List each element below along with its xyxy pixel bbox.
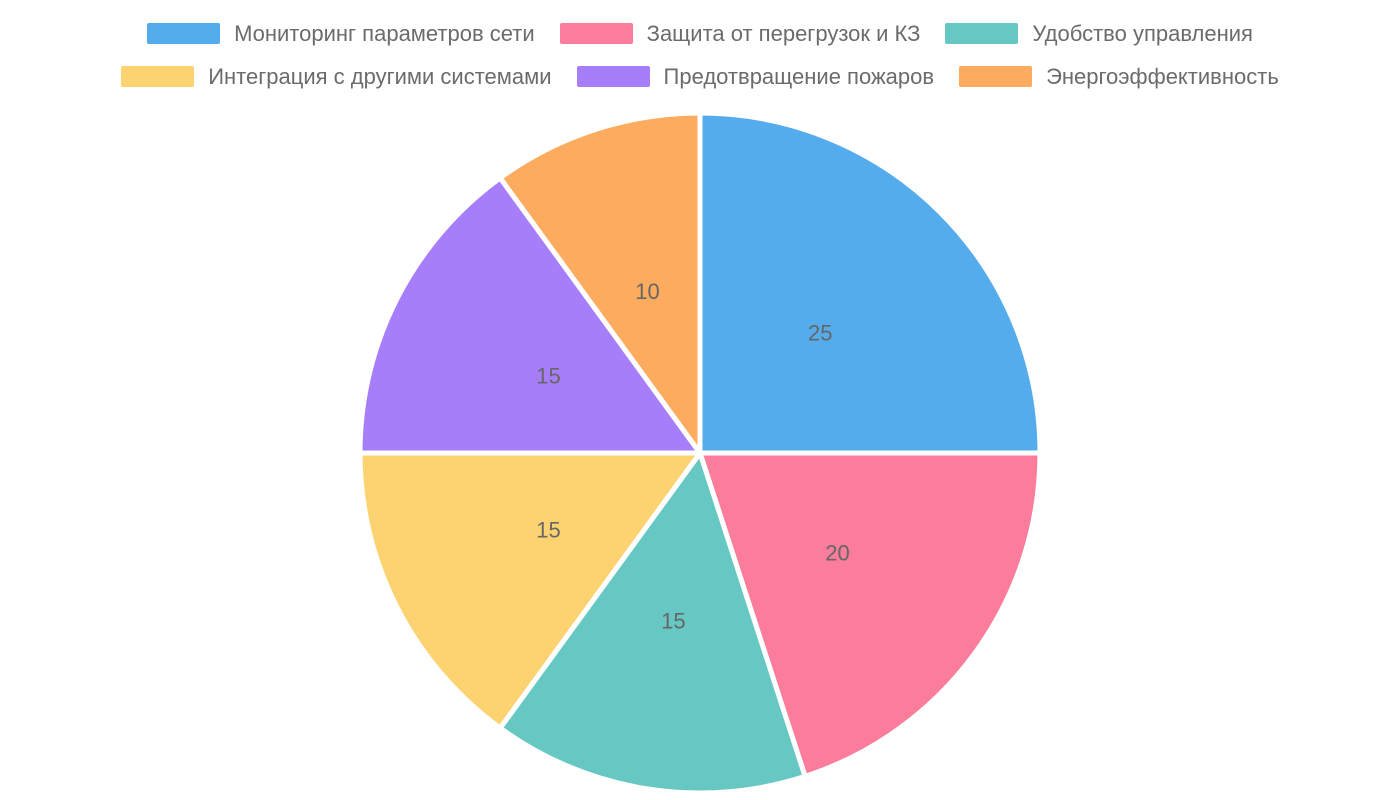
legend-label: Предотвращение пожаров [663,63,935,89]
legend-item-2[interactable]: Удобство управления [945,20,1253,46]
legend-item-1[interactable]: Защита от перегрузок и КЗ [559,20,921,46]
pie-value-label-5: 10 [635,279,659,304]
legend-label: Интеграция с другими системами [208,63,552,89]
pie-value-label-3: 15 [536,518,560,543]
legend-item-0[interactable]: Мониторинг параметров сети [147,20,535,46]
legend-label: Удобство управления [1032,20,1253,46]
pie-slice-1[interactable] [697,450,1043,779]
pie-slice-4[interactable] [357,175,703,456]
pie-slice-5[interactable] [497,110,703,456]
pie-value-label-4: 15 [536,363,560,388]
legend-item-5[interactable]: Энергоэффективность [959,63,1279,89]
legend-item-3[interactable]: Интеграция с другими системами [121,63,552,89]
legend-item-4[interactable]: Предотвращение пожаров [576,63,935,89]
legend-label: Защита от перегрузок и КЗ [646,20,921,46]
chart-legend: Мониторинг параметров сети Защита от пере… [0,12,1400,98]
legend-row-1: Мониторинг параметров сети Защита от пере… [0,12,1400,55]
legend-label: Мониторинг параметров сети [234,20,535,46]
pie-slice-3[interactable] [357,450,703,731]
pie-value-label-2: 15 [661,608,685,633]
legend-swatch-icon [959,66,1033,87]
legend-swatch-icon [147,23,221,44]
legend-swatch-icon [945,23,1019,44]
legend-swatch-icon [559,23,633,44]
pie-slice-2[interactable] [497,450,808,796]
pie-value-label-1: 20 [825,540,849,565]
legend-row-2: Интеграция с другими системами Предотвращ… [0,55,1400,98]
pie-value-label-0: 25 [808,320,832,345]
legend-label: Энергоэффективность [1046,63,1279,89]
pie-slice-0[interactable] [697,110,1043,456]
legend-swatch-icon [121,66,195,87]
legend-swatch-icon [576,66,650,87]
